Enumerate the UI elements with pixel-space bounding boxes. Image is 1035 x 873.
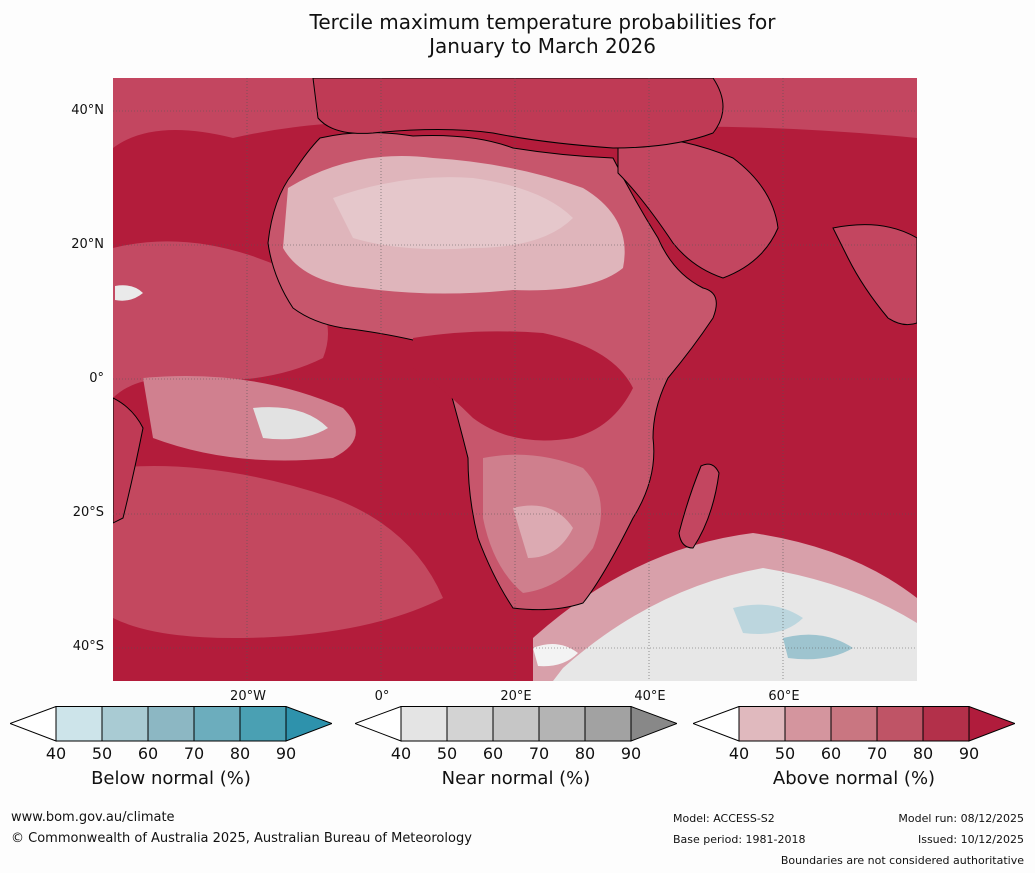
colorbar-near-label: Near normal (%) xyxy=(441,768,591,789)
model-text: Model: ACCESS-S2 xyxy=(673,812,775,825)
map-title: Tercile maximum temperature probabilitie… xyxy=(0,10,1035,58)
colorbar-bin-40 xyxy=(738,706,786,742)
lat-label-0: 0° xyxy=(89,371,104,386)
colorbar-bin-80 xyxy=(584,706,632,742)
sahara-lighter xyxy=(333,177,573,250)
lon-label-20w: 20°W xyxy=(230,689,266,704)
model-run-text: Model run: 08/12/2025 xyxy=(898,812,1024,825)
colorbar-bin-60 xyxy=(830,706,878,742)
disclaimer-text: Boundaries are not considered authoritat… xyxy=(780,854,1024,867)
arabian-peninsula xyxy=(617,136,779,279)
lat-label-40n: 40°N xyxy=(71,103,104,118)
website-link[interactable]: www.bom.gov.au/climate xyxy=(11,810,175,825)
lon-label-40e: 40°E xyxy=(634,689,666,704)
lon-label-60e: 60°E xyxy=(768,689,800,704)
colorbar-extend-low xyxy=(693,706,740,742)
central-africa xyxy=(413,331,633,441)
atlantic-band xyxy=(113,241,328,398)
tick: 60 xyxy=(137,744,159,763)
tick: 50 xyxy=(436,744,458,763)
tick: 80 xyxy=(574,744,596,763)
tick: 80 xyxy=(229,744,251,763)
probability-map xyxy=(113,78,917,681)
colorbar-near xyxy=(355,706,677,742)
south-america-edge xyxy=(113,397,144,524)
colorbar-bin-60 xyxy=(147,706,195,742)
lon-label-20e: 20°E xyxy=(500,689,532,704)
colorbar-bin-40 xyxy=(400,706,448,742)
atlantic-light xyxy=(143,376,356,461)
south-atlantic-band xyxy=(113,466,443,638)
tick: 40 xyxy=(728,744,750,763)
madagascar xyxy=(678,463,720,549)
tick: 70 xyxy=(528,744,550,763)
colorbar-bin-50 xyxy=(784,706,832,742)
colorbar-bin-70 xyxy=(538,706,586,742)
title-line-1: Tercile maximum temperature probabilitie… xyxy=(309,10,776,34)
colorbar-bin-80 xyxy=(239,706,287,742)
colorbar-above-label: Above normal (%) xyxy=(772,768,936,789)
graticule xyxy=(113,78,917,681)
issued-text: Issued: 10/12/2025 xyxy=(917,833,1024,846)
tick: 40 xyxy=(390,744,412,763)
tick: 50 xyxy=(774,744,796,763)
tick: 90 xyxy=(620,744,642,763)
colorbar-extend-low xyxy=(10,706,57,742)
title-line-2: January to March 2026 xyxy=(429,34,656,58)
colorbar-bin-60 xyxy=(492,706,540,742)
colorbar-below xyxy=(10,706,332,742)
atlantic-near-normal xyxy=(253,407,328,440)
colorbar-bin-70 xyxy=(193,706,241,742)
tick: 90 xyxy=(958,744,980,763)
tick: 50 xyxy=(91,744,113,763)
tick: 90 xyxy=(275,744,297,763)
tick: 70 xyxy=(866,744,888,763)
base-period-text: Base period: 1981-2018 xyxy=(673,833,806,846)
southern-africa-lighter xyxy=(513,505,573,558)
map-graphic xyxy=(113,78,917,681)
colorbar-bin-50 xyxy=(101,706,149,742)
white-patch-1 xyxy=(115,285,143,301)
white-patch-2 xyxy=(533,644,578,667)
lon-label-0: 0° xyxy=(374,689,390,704)
colorbar-bin-70 xyxy=(876,706,924,742)
colorbar-bin-50 xyxy=(446,706,494,742)
tick: 60 xyxy=(482,744,504,763)
colorbar-extend-high xyxy=(285,706,332,742)
india xyxy=(832,224,917,326)
copyright-text: © Commonwealth of Australia 2025, Austra… xyxy=(11,831,472,846)
tick: 70 xyxy=(183,744,205,763)
lat-label-20n: 20°N xyxy=(71,237,104,252)
lat-label-20s: 20°S xyxy=(72,505,104,520)
tick: 80 xyxy=(912,744,934,763)
tick: 60 xyxy=(820,744,842,763)
colorbar-above xyxy=(693,706,1015,742)
europe xyxy=(312,78,724,149)
colorbar-extend-high xyxy=(968,706,1015,742)
tick: 40 xyxy=(45,744,67,763)
lat-label-40s: 40°S xyxy=(72,639,104,654)
colorbar-bin-40 xyxy=(55,706,103,742)
southern-ocean-below-2 xyxy=(783,634,853,660)
colorbar-extend-low xyxy=(355,706,402,742)
colorbar-bin-80 xyxy=(922,706,970,742)
southern-ocean-below xyxy=(733,604,803,634)
colorbar-below-label: Below normal (%) xyxy=(91,768,251,789)
colorbar-extend-high xyxy=(630,706,677,742)
